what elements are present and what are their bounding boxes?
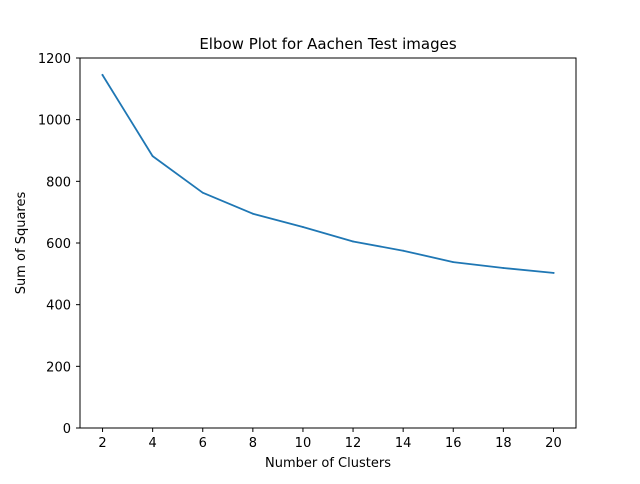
y-tick-label: 800 bbox=[46, 175, 71, 190]
series-line bbox=[101, 73, 555, 274]
data-point bbox=[552, 272, 555, 274]
y-axis-label: Sum of Squares bbox=[14, 192, 29, 295]
x-tick-label: 8 bbox=[249, 436, 257, 451]
plot-frame bbox=[79, 57, 577, 429]
y-tick-label: 1200 bbox=[38, 52, 71, 67]
y-tick-label: 200 bbox=[46, 360, 71, 375]
data-point bbox=[452, 261, 455, 264]
data-point bbox=[251, 212, 254, 215]
x-tick-label: 16 bbox=[445, 436, 462, 451]
x-tick-label: 12 bbox=[345, 436, 362, 451]
x-tick-label: 20 bbox=[545, 436, 562, 451]
y-tick-label: 0 bbox=[63, 422, 71, 437]
x-tick-label: 14 bbox=[395, 436, 412, 451]
data-point bbox=[151, 155, 154, 157]
x-tick-label: 10 bbox=[295, 436, 312, 451]
x-tick-label: 18 bbox=[495, 436, 512, 451]
data-point bbox=[302, 226, 304, 228]
x-tick-label: 6 bbox=[199, 436, 207, 451]
y-tick-label: 400 bbox=[46, 299, 71, 314]
y-tick-label: 600 bbox=[46, 237, 71, 252]
x-axis-label: Number of Clusters bbox=[265, 456, 391, 471]
y-tick-label: 1000 bbox=[38, 114, 71, 129]
x-tick-label: 2 bbox=[98, 436, 106, 451]
data-point bbox=[502, 267, 505, 269]
chart-title: Elbow Plot for Aachen Test images bbox=[199, 35, 457, 53]
data-point bbox=[101, 74, 104, 76]
x-tick-label: 4 bbox=[149, 436, 157, 451]
data-point bbox=[201, 191, 204, 194]
data-point bbox=[352, 240, 354, 243]
data-point bbox=[402, 249, 405, 252]
